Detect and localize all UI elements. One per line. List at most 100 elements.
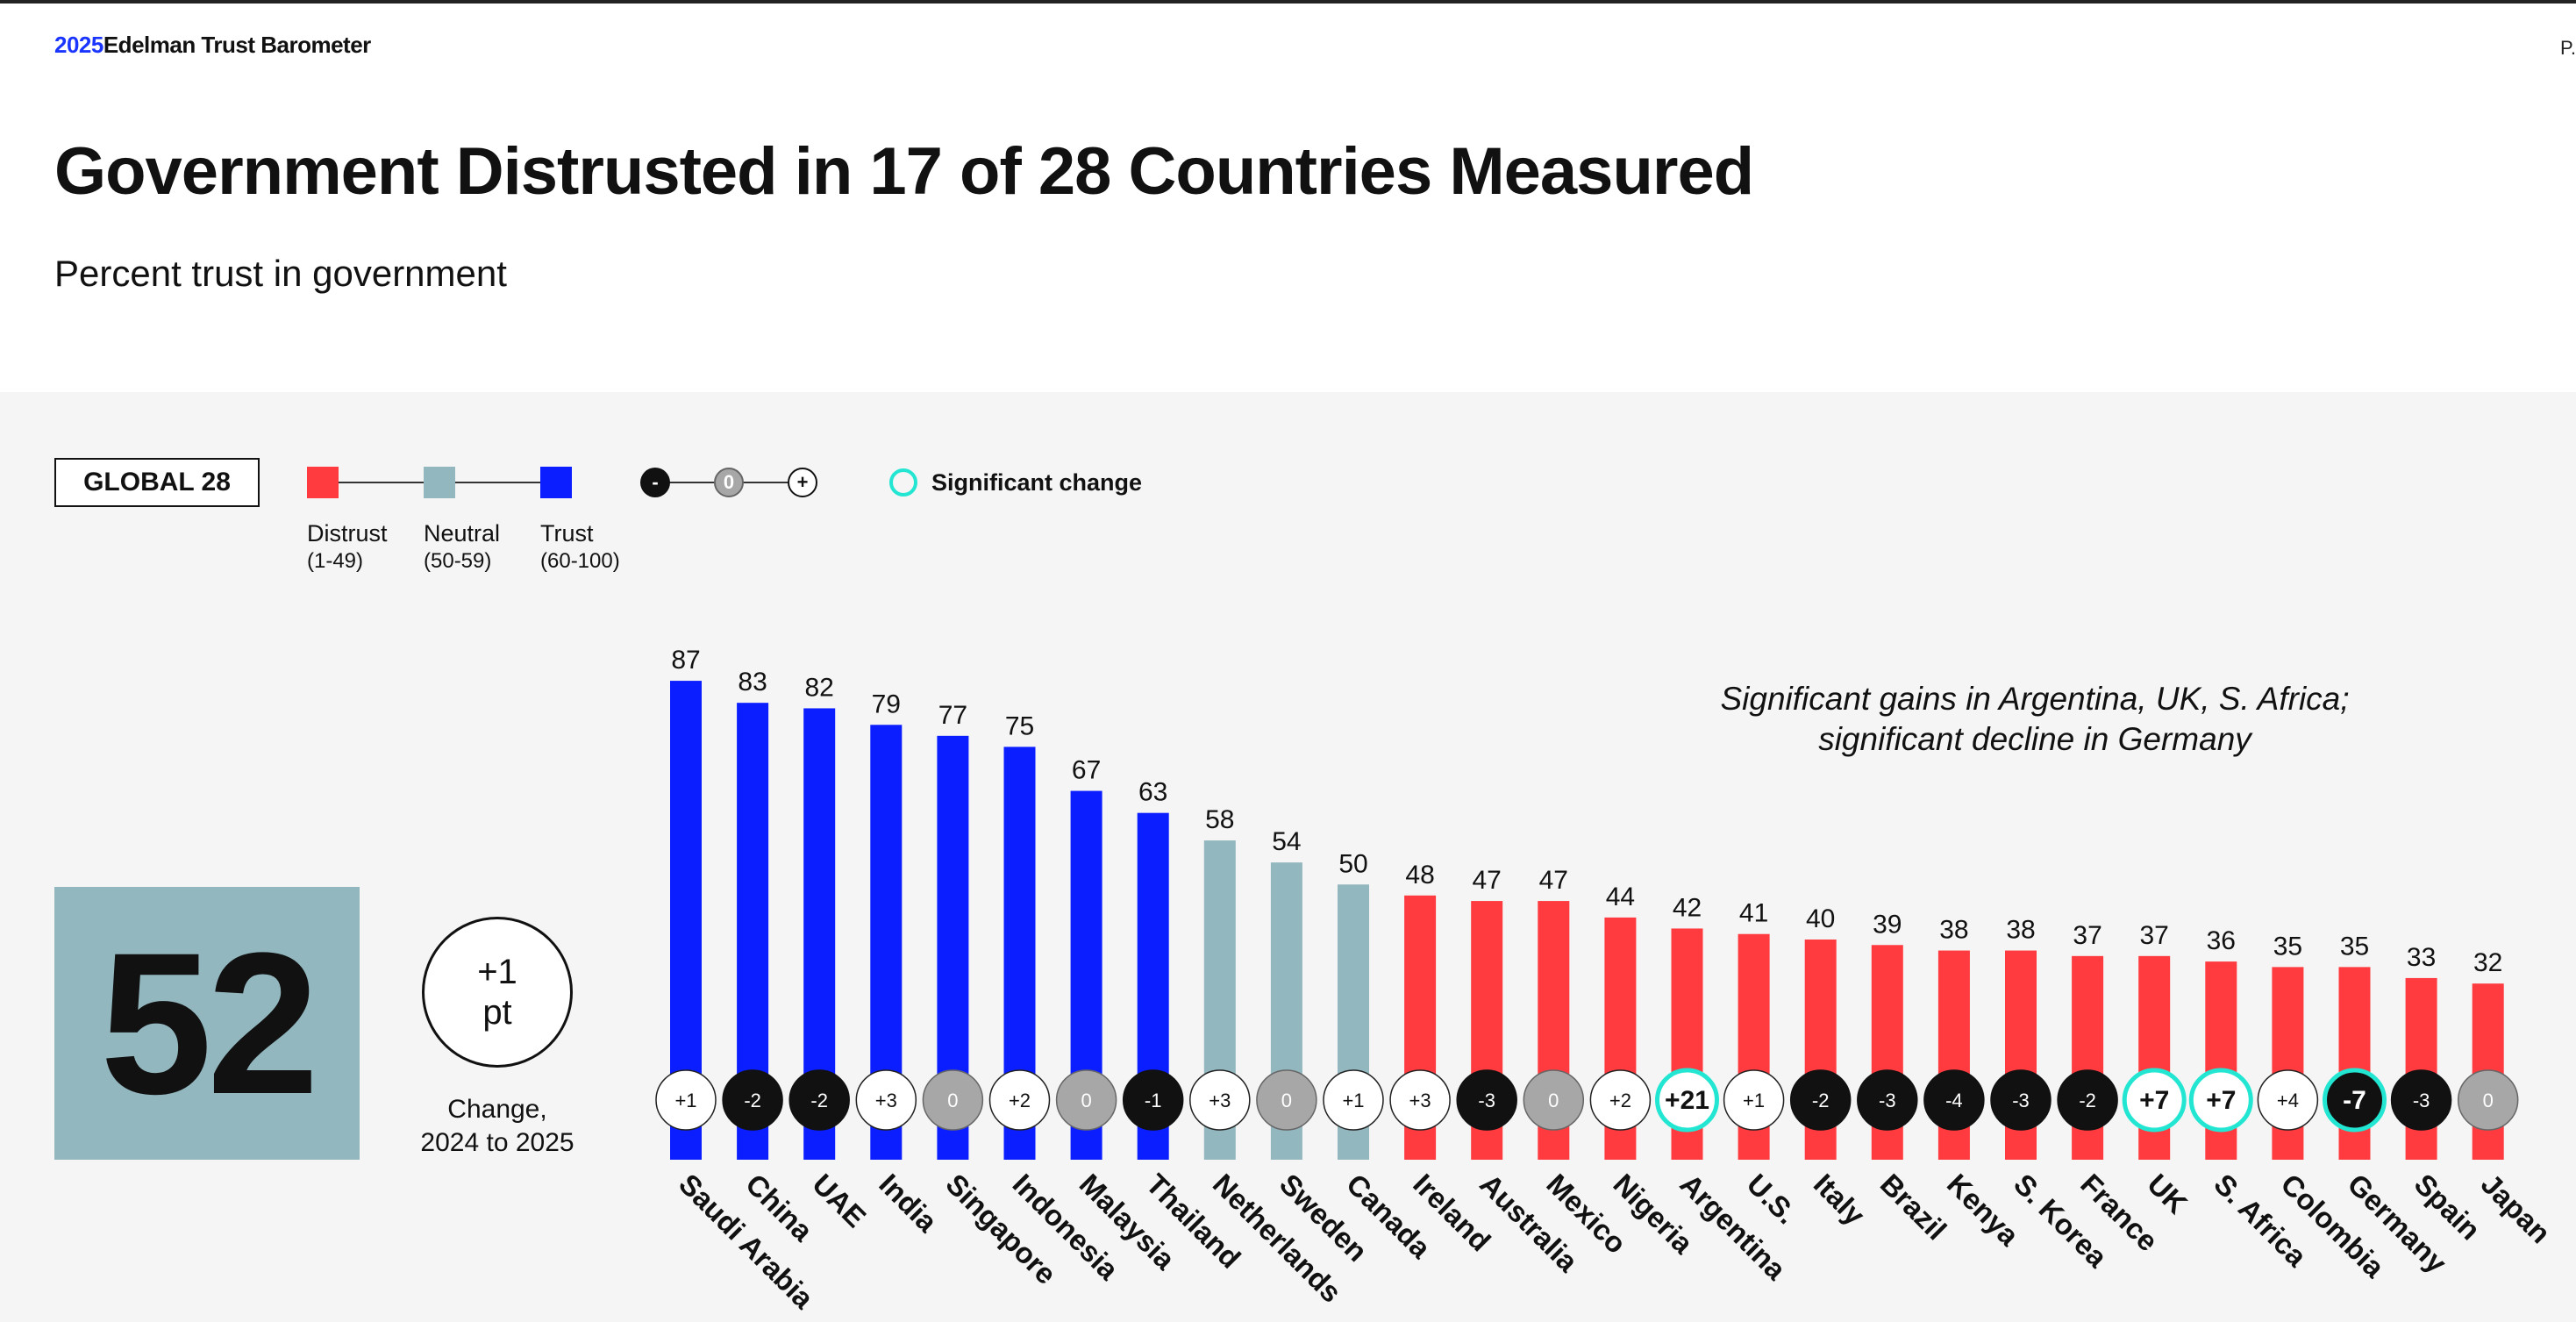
chart-annotation-line2: significant decline in Germany — [1818, 721, 2251, 757]
global-change-value: +1 — [477, 953, 517, 991]
change-circle-thailand — [1122, 1069, 1184, 1131]
value-label-sweden: 54 — [1272, 827, 1301, 856]
country-label-uk: UK — [2141, 1168, 2194, 1220]
global-change-label-line2: 2024 to 2025 — [420, 1128, 574, 1157]
change-label-china: -2 — [744, 1090, 761, 1111]
legend-distrust-swatch — [307, 467, 339, 498]
legend-distrust-range: (1-49) — [307, 549, 364, 573]
brand-year: 2025 — [54, 32, 103, 58]
global-change-unit: pt — [482, 993, 512, 1032]
value-label-uk: 37 — [2140, 921, 2169, 950]
value-label-china: 83 — [738, 668, 767, 697]
value-label-kenya: 38 — [1939, 916, 1968, 945]
change-circle-nigeria — [1589, 1069, 1652, 1131]
legend-trust-label: Trust — [540, 520, 594, 547]
change-label-australia: -3 — [1478, 1090, 1495, 1111]
page-label: P. — [2560, 37, 2576, 59]
change-circle-mexico — [1523, 1069, 1585, 1131]
brand-name: Edelman Trust Barometer — [103, 32, 371, 58]
change-label-malaysia: 0 — [1081, 1090, 1091, 1111]
change-circle-brazil — [1857, 1069, 1918, 1131]
global-change-label-line1: Change, — [447, 1095, 547, 1124]
change-label-spain: -3 — [2413, 1090, 2430, 1111]
change-circle-india — [855, 1069, 917, 1131]
legend-neutral-label: Neutral — [424, 520, 501, 547]
change-label-sweden: 0 — [1281, 1090, 1292, 1111]
change-circle-s-korea — [1990, 1069, 2052, 1131]
change-label-saudi-arabia: +1 — [674, 1090, 696, 1111]
change-label-u-s: +1 — [1743, 1090, 1765, 1111]
change-circle-australia — [1456, 1069, 1517, 1131]
change-label-colombia: +4 — [2277, 1090, 2299, 1111]
country-label-japan: Japan — [2475, 1168, 2558, 1250]
value-label-argentina: 42 — [1673, 893, 1702, 922]
brand-logo: 2025Edelman Trust Barometer — [54, 32, 371, 59]
value-label-japan: 32 — [2473, 948, 2502, 977]
legend-zero-circle: 0 — [714, 468, 744, 497]
change-label-indonesia: +2 — [1009, 1090, 1031, 1111]
value-label-germany: 35 — [2340, 932, 2369, 961]
change-circle-singapore — [922, 1069, 984, 1131]
change-label-india: +3 — [875, 1090, 897, 1111]
change-circle-uk — [2122, 1068, 2187, 1133]
change-label-uk: +7 — [2139, 1086, 2169, 1115]
change-label-canada: +1 — [1342, 1090, 1364, 1111]
country-label-italy: Italy — [1808, 1168, 1872, 1232]
value-label-brazil: 39 — [1873, 910, 1902, 939]
legend-neutral-range: (50-59) — [424, 549, 492, 573]
chart-annotation: Significant gains in Argentina, UK, S. A… — [1666, 679, 2403, 760]
value-label-singapore: 77 — [938, 701, 967, 730]
change-circle-sweden — [1256, 1069, 1317, 1131]
change-circle-saudi-arabia — [655, 1069, 717, 1131]
value-label-colombia: 35 — [2273, 932, 2302, 961]
bar-colombia — [2272, 967, 2304, 1160]
change-label-s-africa: +7 — [2206, 1086, 2236, 1115]
change-circle-france — [2057, 1069, 2118, 1131]
change-circle-s-africa — [2188, 1068, 2253, 1133]
change-label-kenya: -4 — [1945, 1090, 1963, 1111]
change-label-thailand: -1 — [1145, 1090, 1162, 1111]
change-circle-netherlands — [1189, 1069, 1251, 1131]
value-label-italy: 40 — [1806, 904, 1835, 933]
change-label-brazil: -3 — [1879, 1090, 1896, 1111]
global-change-circle: +1 pt — [422, 917, 573, 1068]
change-label-germany: -7 — [2343, 1086, 2366, 1115]
significant-change-circle — [889, 468, 917, 497]
legend-trust-range: (60-100) — [540, 549, 620, 573]
page-subtitle: Percent trust in government — [54, 253, 507, 294]
change-circle-germany — [2323, 1068, 2387, 1133]
country-label-india: India — [873, 1168, 944, 1239]
global-value-box: 52 — [54, 887, 360, 1160]
change-label-argentina: +21 — [1665, 1086, 1709, 1115]
legend-neutral-swatch — [424, 467, 455, 498]
page-title: Government Distrusted in 17 of 28 Countr… — [54, 134, 1754, 209]
value-label-s-korea: 38 — [2006, 916, 2035, 945]
change-circle-china — [722, 1069, 783, 1131]
change-label-ireland: +3 — [1409, 1090, 1431, 1111]
change-circle-malaysia — [1055, 1069, 1117, 1131]
legend-trust-swatch — [540, 467, 572, 498]
global-label: GLOBAL 28 — [54, 458, 260, 507]
change-circle-italy — [1789, 1069, 1852, 1131]
change-circle-indonesia — [988, 1069, 1051, 1131]
value-label-france: 37 — [2073, 921, 2101, 950]
country-label-brazil: Brazil — [1874, 1168, 1953, 1247]
value-label-indonesia: 75 — [1005, 711, 1034, 740]
change-circle-argentina — [1655, 1068, 1719, 1133]
chart-panel — [0, 392, 2576, 1322]
legend-positive-circle: + — [788, 468, 817, 497]
value-label-australia: 47 — [1473, 866, 1502, 895]
change-label-japan: 0 — [2483, 1090, 2494, 1111]
value-label-malaysia: 67 — [1072, 756, 1101, 785]
value-label-uae: 82 — [805, 673, 834, 702]
change-circle-kenya — [1923, 1069, 1985, 1131]
value-label-ireland: 48 — [1405, 861, 1434, 890]
value-label-netherlands: 58 — [1205, 805, 1234, 834]
change-label-nigeria: +2 — [1609, 1090, 1631, 1111]
value-label-nigeria: 44 — [1606, 883, 1635, 911]
change-label-italy: -2 — [1812, 1090, 1830, 1111]
value-label-saudi-arabia: 87 — [671, 646, 700, 675]
global-change-label: Change, 2024 to 2025 — [392, 1093, 603, 1160]
value-label-canada: 50 — [1338, 849, 1367, 878]
change-label-netherlands: +3 — [1209, 1090, 1231, 1111]
